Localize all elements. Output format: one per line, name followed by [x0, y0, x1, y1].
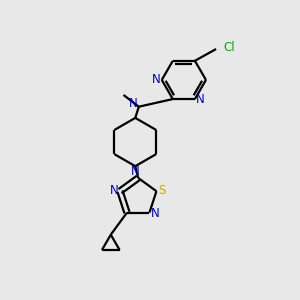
Text: N: N	[152, 73, 160, 86]
Text: N: N	[196, 93, 205, 106]
Text: N: N	[110, 184, 118, 197]
Text: S: S	[159, 184, 166, 197]
Text: N: N	[131, 165, 140, 178]
Text: Cl: Cl	[224, 41, 236, 54]
Text: N: N	[150, 207, 159, 220]
Text: N: N	[129, 97, 138, 110]
